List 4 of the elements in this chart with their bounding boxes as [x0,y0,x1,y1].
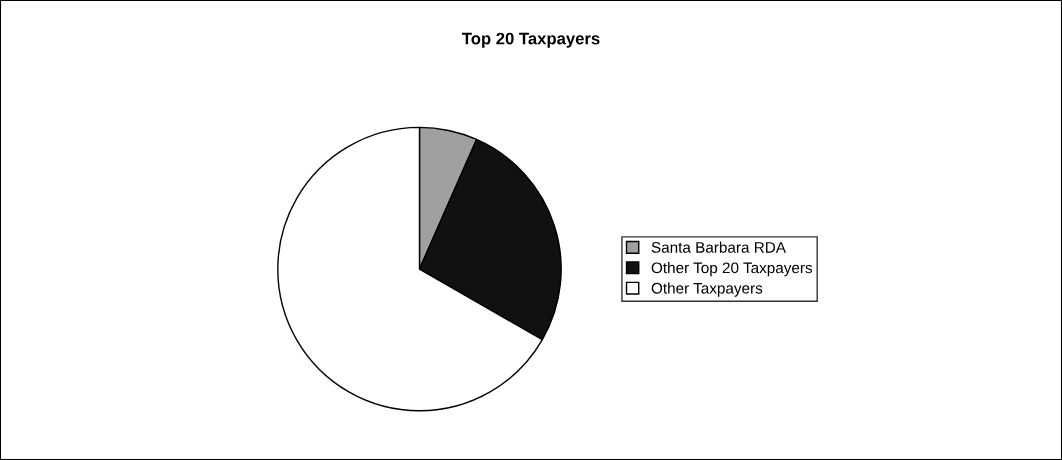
legend-label: Santa Barbara RDA [651,241,786,253]
legend-label: Other Taxpayers [651,282,763,297]
legend-label: Other Top 20 Taxpayers [651,262,813,277]
chart-title: Top 20 Taxpayers [462,32,600,48]
